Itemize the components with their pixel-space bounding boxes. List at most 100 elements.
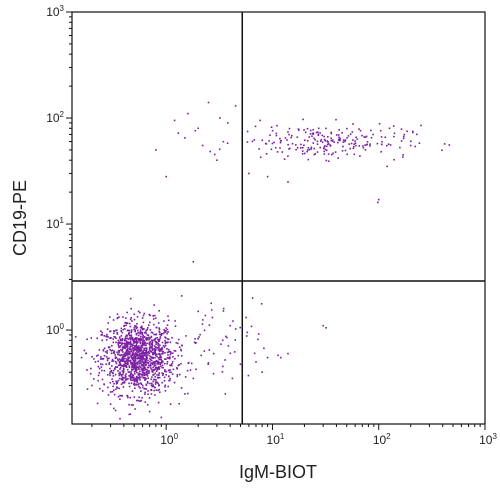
data-point <box>402 154 404 156</box>
data-point <box>149 329 152 331</box>
data-point <box>110 350 113 352</box>
data-point <box>158 353 161 355</box>
data-point <box>122 355 124 358</box>
data-point <box>129 337 131 339</box>
data-point <box>254 125 257 128</box>
data-point <box>171 360 174 363</box>
data-point <box>134 363 137 365</box>
data-point <box>118 361 121 364</box>
data-point <box>149 321 151 324</box>
data-point <box>162 366 164 369</box>
data-point <box>130 329 133 331</box>
data-point <box>133 355 135 358</box>
data-point <box>204 314 207 317</box>
data-point <box>300 143 302 146</box>
data-point <box>137 384 140 386</box>
data-point <box>130 331 132 334</box>
data-point <box>366 141 369 143</box>
data-point <box>161 341 164 344</box>
data-point <box>303 144 305 147</box>
data-point <box>109 371 112 373</box>
data-point <box>131 368 133 370</box>
data-point <box>135 332 138 335</box>
data-point <box>163 346 166 348</box>
data-point <box>301 153 304 155</box>
data-point <box>136 379 138 382</box>
data-point <box>174 357 176 360</box>
data-point <box>141 355 143 358</box>
data-point <box>98 367 101 370</box>
data-point <box>133 371 136 373</box>
data-point <box>327 136 329 138</box>
data-point <box>159 391 161 393</box>
data-point <box>128 385 131 388</box>
data-point <box>149 350 151 352</box>
data-point <box>145 344 147 347</box>
data-point <box>327 160 330 162</box>
data-point <box>381 140 383 143</box>
data-point <box>143 366 146 368</box>
data-point <box>178 363 180 366</box>
data-point <box>125 350 128 352</box>
data-point <box>135 368 137 370</box>
data-point <box>406 130 408 133</box>
data-point <box>372 133 374 136</box>
data-point <box>338 136 340 139</box>
data-point <box>133 346 136 349</box>
data-point <box>159 344 161 346</box>
data-point <box>158 348 160 350</box>
data-point <box>121 331 124 334</box>
data-point <box>121 346 124 349</box>
data-point <box>260 303 263 305</box>
data-point <box>154 353 156 355</box>
data-point <box>144 378 146 381</box>
data-point <box>158 339 161 341</box>
data-point <box>158 327 160 329</box>
data-point <box>154 383 157 385</box>
data-point <box>125 366 128 368</box>
data-point <box>338 139 341 141</box>
data-point <box>369 143 371 145</box>
data-point <box>146 357 148 360</box>
data-point <box>120 365 123 367</box>
data-point <box>127 356 129 358</box>
data-point <box>136 316 139 318</box>
data-point <box>166 362 168 365</box>
data-point <box>180 362 182 365</box>
data-point <box>158 388 161 391</box>
data-point <box>115 341 117 344</box>
data-point <box>151 356 153 359</box>
data-point <box>134 345 136 347</box>
data-point <box>146 361 148 364</box>
data-point <box>330 137 332 140</box>
data-point <box>135 375 138 378</box>
data-point <box>91 384 93 387</box>
data-point <box>159 362 162 364</box>
data-point <box>155 370 158 372</box>
data-point <box>158 366 160 368</box>
data-point <box>392 125 395 127</box>
data-point <box>203 350 206 352</box>
data-point <box>136 381 139 384</box>
data-point <box>124 336 127 338</box>
data-point <box>119 372 121 375</box>
y-tick-label: 100 <box>46 322 64 337</box>
data-point <box>145 337 147 340</box>
data-point <box>271 142 274 145</box>
data-point <box>139 352 141 355</box>
data-point <box>339 137 341 140</box>
data-point <box>140 368 143 371</box>
data-point <box>119 360 121 363</box>
data-point <box>127 396 129 399</box>
data-point <box>180 295 183 297</box>
data-point <box>122 351 124 353</box>
data-point <box>159 365 162 367</box>
data-point <box>112 375 115 377</box>
data-point <box>83 349 86 352</box>
data-point <box>161 348 163 350</box>
data-point <box>118 316 120 318</box>
data-point <box>132 339 135 342</box>
data-point <box>134 369 137 371</box>
data-point <box>130 330 133 333</box>
data-point <box>131 352 134 355</box>
